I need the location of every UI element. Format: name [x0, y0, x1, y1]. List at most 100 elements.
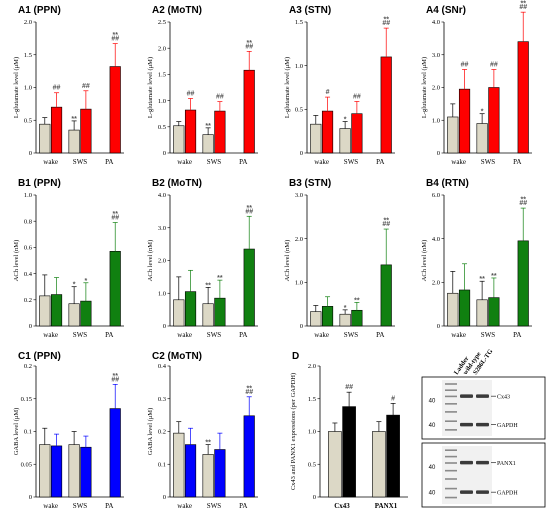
category-label: wake	[314, 331, 329, 339]
y-tick-label: 2.0	[24, 19, 32, 26]
significance-hash: ##	[382, 20, 390, 27]
category-label: SWS	[344, 158, 359, 166]
category-label: wake	[43, 158, 58, 166]
bar	[214, 297, 226, 327]
significance-hash: ##	[111, 215, 119, 222]
bar	[80, 108, 92, 154]
significance-hash: ##	[382, 221, 390, 228]
bar	[173, 125, 185, 154]
mw-marker: 40	[429, 423, 436, 429]
category-label: PA	[513, 158, 521, 166]
bar	[339, 313, 351, 327]
y-tick-label: 2.0	[295, 236, 303, 243]
significance-hash: ##	[53, 85, 61, 92]
significance-star: **	[354, 297, 360, 304]
panel-a3: A3 (STN) 0 0.5 1.0 1.5 L-glutamate level (μM)…	[284, 5, 395, 166]
band-label: GAPDH	[497, 490, 518, 496]
y-tick-label: 2.0	[432, 85, 440, 92]
y-axis-label: L-glutamate level (μM)	[13, 57, 20, 118]
bar	[68, 129, 80, 154]
significance-hash: ##	[82, 83, 90, 90]
bar	[50, 106, 63, 154]
significance-hash: ##	[353, 93, 361, 100]
panel-d: D 0 0.5 1.0 1.5 2.0 Cx43 and PANX1 expressions…	[290, 351, 408, 510]
category-label: PA	[239, 331, 247, 339]
bar	[80, 446, 92, 498]
y-tick-label: 0	[437, 150, 440, 157]
significance-hash: ##	[461, 61, 469, 68]
y-axis-label: GABA level (μM)	[147, 408, 154, 456]
bar	[321, 110, 334, 154]
panel-title: B3 (STN)	[289, 178, 331, 189]
blot-upper: Cx43 40 GAPDH 40	[421, 376, 546, 440]
bar	[517, 240, 529, 327]
bar	[39, 444, 51, 498]
blot-lane-area	[442, 380, 492, 436]
significance-star: **	[205, 440, 211, 447]
y-tick-label: 2.0	[308, 363, 316, 370]
y-tick-label: 0.5	[158, 124, 166, 131]
mw-marker: 40	[429, 490, 436, 496]
ladder-band	[445, 478, 457, 480]
significance-star: *	[344, 305, 347, 312]
bar	[50, 294, 63, 327]
significance-star: **	[520, 1, 526, 8]
significance-star: **	[112, 211, 118, 218]
sample-band	[460, 490, 473, 494]
y-tick-label: 1.5	[24, 52, 32, 59]
y-tick-label: 1.0	[432, 117, 440, 124]
category-label: wake	[177, 331, 192, 339]
panel-title: A1 (PPN)	[18, 5, 61, 16]
y-tick-label: 1.0	[295, 280, 303, 287]
ladder-band	[445, 429, 457, 431]
y-tick-label: 0.6	[24, 245, 33, 252]
category-label: PA	[105, 158, 113, 166]
y-tick-label: 3.0	[158, 225, 166, 232]
western-blot: Ladderwild-typeS286L-TGCx4340GAPDH40PANX…	[421, 348, 546, 508]
bar	[458, 289, 471, 327]
significance-hash: #	[391, 395, 395, 402]
mw-marker: 40	[429, 398, 436, 404]
y-tick-label: 2.0	[158, 45, 166, 52]
y-tick-label: 0.2	[24, 297, 32, 304]
category-label: SWS	[73, 331, 88, 339]
panel-title: D	[292, 351, 299, 362]
bar	[173, 432, 185, 498]
bar	[488, 87, 500, 154]
ladder-band	[445, 462, 457, 464]
significance-hash: ##	[345, 384, 353, 391]
y-tick-label: 0	[300, 150, 303, 157]
y-tick-label: 1.0	[24, 85, 32, 92]
y-tick-label: 0	[29, 150, 32, 157]
significance-star: **	[112, 32, 118, 39]
category-label: wake	[43, 502, 58, 510]
category-label: wake	[177, 158, 192, 166]
bar	[380, 56, 392, 154]
significance-star: *	[344, 117, 347, 124]
ladder-band	[445, 449, 457, 451]
bar	[109, 66, 121, 154]
bar	[342, 406, 356, 498]
y-tick-label: 1.5	[295, 19, 303, 26]
panel-title: A3 (STN)	[289, 5, 331, 16]
y-tick-label: 1.0	[24, 192, 32, 199]
bar	[310, 311, 322, 327]
bar	[339, 128, 351, 154]
y-axis-label: ACh level (nM)	[13, 240, 20, 282]
y-tick-label: 0.4	[24, 271, 33, 278]
y-tick-label: 0.5	[24, 117, 32, 124]
y-tick-label: 0	[300, 323, 303, 330]
panel-b3: B3 (STN) 0 1.0 2.0 3.0 ACh level (nM) wake SWS P…	[284, 178, 395, 339]
bar	[328, 431, 342, 498]
bar	[202, 454, 214, 498]
category-label: SWS	[207, 331, 222, 339]
category-label: SWS	[344, 331, 359, 339]
significance-star: **	[246, 385, 252, 392]
ladder-band	[445, 469, 457, 472]
panel-title: C2 (MoTN)	[152, 351, 202, 362]
y-tick-label: 4.0	[432, 19, 440, 26]
category-label: PA	[105, 502, 113, 510]
panel-c2: C2 (MoTN) 0 0.1 0.2 0.3 0.4 GABA level (μM) wak…	[147, 351, 258, 510]
y-tick-label: 3.0	[295, 192, 303, 199]
category-label: wake	[451, 158, 466, 166]
